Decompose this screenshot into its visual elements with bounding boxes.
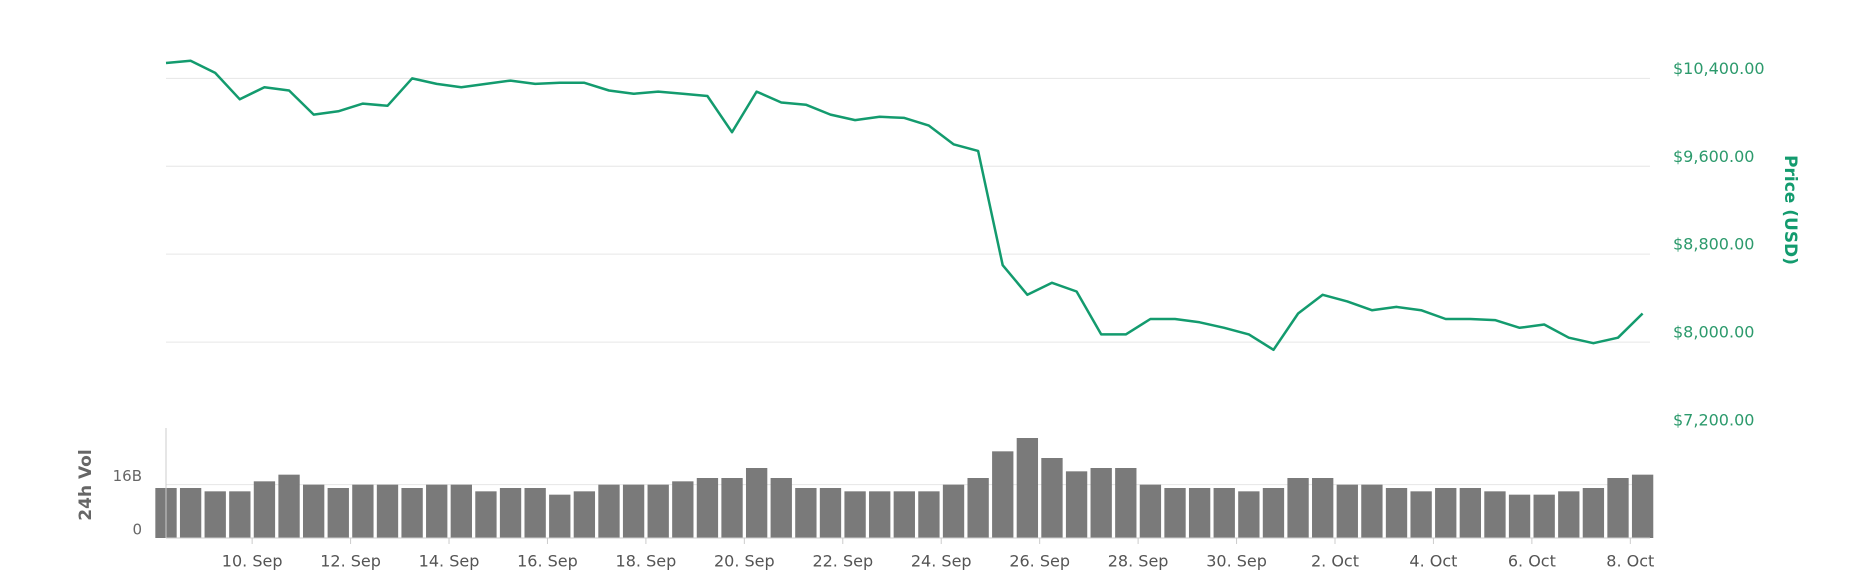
volume-bar bbox=[672, 481, 694, 538]
volume-bar bbox=[1164, 488, 1186, 538]
x-tick-label: 20. Sep bbox=[714, 552, 775, 571]
y-tick-label: $9,600.00 bbox=[1673, 147, 1754, 166]
volume-bar bbox=[696, 478, 719, 538]
volume-bar bbox=[1213, 488, 1235, 538]
volume-bar bbox=[229, 491, 251, 538]
volume-bar bbox=[376, 484, 399, 538]
volume-bar bbox=[1607, 478, 1629, 538]
volume-bar bbox=[499, 488, 522, 538]
volume-bar bbox=[1090, 468, 1112, 538]
y-tick-label: 16B bbox=[113, 467, 142, 485]
volume-bar bbox=[745, 468, 768, 538]
volume-bar bbox=[1065, 471, 1088, 538]
volume-bar bbox=[1115, 468, 1137, 538]
volume-bar bbox=[1016, 438, 1039, 538]
volume-bar bbox=[1262, 488, 1285, 538]
volume-bar bbox=[450, 484, 472, 538]
y-tick-label: $7,200.00 bbox=[1673, 411, 1754, 430]
volume-bar bbox=[1459, 488, 1482, 538]
volume-bar bbox=[918, 491, 940, 538]
volume-bar bbox=[204, 491, 226, 538]
y-tick-label: $8,800.00 bbox=[1673, 235, 1754, 254]
volume-bar bbox=[1188, 488, 1211, 538]
volume-bar bbox=[1336, 484, 1358, 538]
x-tick-label: 14. Sep bbox=[419, 552, 480, 571]
volume-bar bbox=[327, 488, 349, 538]
volume-bar bbox=[1385, 488, 1408, 538]
y-tick-label: $8,000.00 bbox=[1673, 323, 1754, 342]
x-tick-label: 8. Oct bbox=[1606, 552, 1654, 571]
volume-bar bbox=[1582, 488, 1605, 538]
volume-bar bbox=[795, 488, 817, 538]
volume-bar bbox=[1508, 494, 1531, 538]
volume-bar bbox=[352, 484, 374, 538]
volume-bar bbox=[179, 488, 202, 538]
volume-bar bbox=[401, 488, 423, 538]
volume-bar bbox=[253, 481, 276, 538]
volume-bar bbox=[1533, 494, 1555, 538]
volume-bar bbox=[1361, 484, 1383, 538]
volume-bar bbox=[1139, 484, 1162, 538]
volume-bar bbox=[549, 494, 571, 538]
volume-bar bbox=[278, 474, 300, 538]
volume-bar bbox=[598, 484, 620, 538]
x-tick-label: 28. Sep bbox=[1108, 552, 1169, 571]
x-tick-label: 22. Sep bbox=[812, 552, 873, 571]
volume-bar bbox=[1435, 488, 1457, 538]
x-tick-label: 10. Sep bbox=[222, 552, 283, 571]
volume-bar bbox=[1238, 491, 1260, 538]
volume-bar bbox=[967, 478, 989, 538]
price-line bbox=[165, 59, 1644, 352]
price-axis-label: Price (USD) bbox=[1780, 155, 1800, 265]
volume-bar bbox=[1287, 478, 1309, 538]
volume-bar bbox=[942, 484, 965, 538]
x-tick-label: 4. Oct bbox=[1409, 552, 1457, 571]
x-tick-label: 2. Oct bbox=[1311, 552, 1359, 571]
volume-bar bbox=[1558, 491, 1580, 538]
x-tick-label: 6. Oct bbox=[1508, 552, 1556, 571]
y-tick-label: $10,400.00 bbox=[1673, 59, 1765, 78]
x-tick-label: 30. Sep bbox=[1206, 552, 1267, 571]
volume-bar bbox=[524, 488, 546, 538]
volume-bar bbox=[844, 491, 866, 538]
volume-bar bbox=[1484, 491, 1506, 538]
volume-bar bbox=[426, 484, 448, 538]
volume-bar bbox=[573, 491, 596, 538]
volume-bar bbox=[647, 484, 669, 538]
volume-bar bbox=[475, 491, 497, 538]
x-tick-label: 18. Sep bbox=[616, 552, 677, 571]
volume-axis-label: 24h Vol bbox=[76, 449, 96, 520]
volume-bar bbox=[721, 478, 743, 538]
volume-bar bbox=[1312, 478, 1334, 538]
x-tick-label: 24. Sep bbox=[911, 552, 972, 571]
x-tick-label: 16. Sep bbox=[517, 552, 578, 571]
volume-bar bbox=[819, 488, 842, 538]
volume-bar bbox=[770, 478, 792, 538]
volume-bar bbox=[1631, 474, 1654, 538]
volume-bar bbox=[1041, 458, 1063, 538]
y-tick-label: 0 bbox=[132, 521, 142, 539]
x-tick-label: 12. Sep bbox=[320, 552, 381, 571]
volume-bar bbox=[622, 484, 645, 538]
volume-bar bbox=[893, 491, 915, 538]
volume-bar bbox=[869, 491, 891, 538]
volume-bar bbox=[302, 484, 325, 538]
volume-bar bbox=[992, 451, 1014, 538]
volume-bar bbox=[1410, 491, 1432, 538]
x-tick-label: 26. Sep bbox=[1009, 552, 1070, 571]
